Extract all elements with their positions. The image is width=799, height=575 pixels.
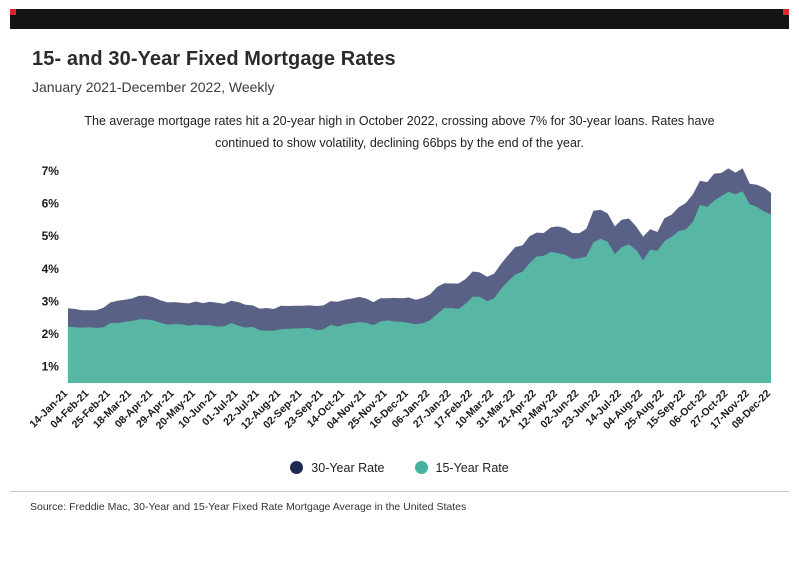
chart-annotation: The average mortgage rates hit a 20-year… [0,111,799,155]
svg-text:6%: 6% [42,196,60,210]
header-accent-left [10,9,16,15]
chart-area: 1% 2% 3% 4% 5% 6% 7% 14-Jan-21 04-Feb-21 25-Feb-2… [20,159,779,455]
annotation-line-2: continued to show volatility, declining … [215,135,584,150]
legend-dot-15-year [414,461,428,475]
legend-item-15-year: 15-Year Rate [414,460,509,475]
legend-dot-30-year [290,461,304,475]
svg-text:4%: 4% [42,262,60,276]
svg-text:5%: 5% [42,229,60,243]
chart-legend: 30-Year Rate 15-Year Rate [0,461,799,475]
svg-text:7%: 7% [42,164,60,178]
footer-divider [10,490,789,492]
page-subtitle: January 2021-December 2022, Weekly [32,79,275,95]
page-title: 15- and 30-Year Fixed Mortgage Rates [32,48,396,70]
legend-item-30-year: 30-Year Rate [290,460,385,475]
source-attribution: Source: Freddie Mac, 30-Year and 15-Year… [30,500,467,513]
header-bar [10,9,789,29]
svg-text:2%: 2% [42,327,60,341]
legend-label-30-year: 30-Year Rate [311,460,385,475]
legend-label-15-year: 15-Year Rate [435,460,509,475]
mortgage-rate-area-chart: 1%2%3%4%5%6%7%14-Jan-2104-Feb-2125-Feb-2… [28,164,773,432]
annotation-line-1: The average mortgage rates hit a 20-year… [84,114,715,128]
svg-text:1%: 1% [42,359,60,373]
svg-text:3%: 3% [42,294,60,308]
header-accent-right [783,9,789,15]
